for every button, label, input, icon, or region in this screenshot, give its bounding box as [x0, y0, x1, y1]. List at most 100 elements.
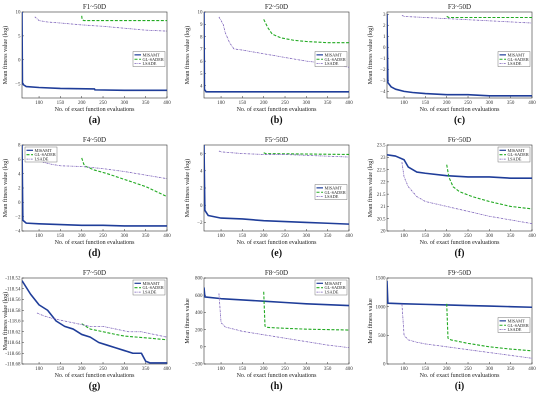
y-tick-label: 6 — [200, 60, 203, 65]
y-tick-label: 22 — [381, 181, 387, 186]
legend-entry: GL-SADER — [325, 190, 346, 195]
series-group — [22, 12, 167, 92]
legend-entry: MISAMT — [143, 281, 161, 286]
plot-frame — [386, 277, 533, 365]
y-tick-label: -118.64 — [5, 341, 21, 346]
x-tick-label: 350 — [142, 367, 150, 372]
y-tick-label: -118.52 — [5, 277, 21, 282]
y-tick-label: 0 — [383, 363, 386, 368]
x-tick-label: 250 — [99, 234, 107, 239]
x-tick-label: 150 — [239, 101, 247, 106]
legend-entry: LSADE — [508, 327, 522, 332]
series-group — [22, 145, 167, 227]
legend-entry: MISAMT — [325, 185, 343, 190]
chart-title: F4~50D — [83, 136, 106, 144]
legend-entry: LSADE — [35, 157, 49, 162]
x-axis-label: No. of exact function evaluations — [420, 106, 500, 113]
y-tick-label: 8 — [18, 144, 21, 149]
y-tick-label: 6 — [200, 152, 203, 157]
plot-frame — [203, 277, 350, 365]
y-tick-label: 4 — [18, 172, 21, 177]
y-tick-label: 5 — [200, 72, 203, 77]
panel-label: (g) — [89, 381, 101, 392]
x-tick-label: 400 — [528, 234, 536, 239]
x-tick-label: 350 — [507, 234, 515, 239]
y-tick-label: 4 — [200, 84, 203, 89]
y-tick-label: 10 — [198, 11, 204, 16]
x-tick-label: 250 — [281, 367, 289, 372]
series-line-misamt — [204, 145, 349, 225]
x-tick-label: 200 — [78, 234, 86, 239]
y-axis-label: Mean fitness value (log) — [367, 26, 374, 84]
y-tick-label: 0 — [18, 58, 21, 63]
legend-entry: LSADE — [143, 61, 157, 66]
y-tick-label: 7 — [200, 48, 203, 53]
panel-label: (f) — [455, 248, 465, 259]
chart-title: F6~50D — [448, 136, 471, 144]
y-tick-label: 2 — [200, 187, 203, 192]
x-tick-label: 350 — [507, 101, 515, 106]
y-axis-label: Mean fitness value — [184, 298, 191, 344]
x-tick-label: 300 — [486, 234, 494, 239]
y-tick-label: −5 — [15, 82, 21, 87]
y-axis-label: Mean fitness value (log) — [2, 292, 9, 350]
legend-entry: GL-SADER — [325, 57, 346, 62]
series-line-lsade — [401, 162, 532, 225]
x-tick-label: 400 — [345, 234, 353, 239]
panel-label: (c) — [454, 115, 465, 126]
chart-panel: F6~50D 100 150 200 250 300 350 400 20 20.5 21 21.5 2… — [367, 136, 536, 259]
legend-entry: MISAMT — [35, 148, 53, 153]
y-tick-label: 500 — [378, 334, 386, 339]
panel-label: (a) — [89, 115, 101, 126]
y-tick-label: 23.5 — [377, 144, 386, 149]
y-tick-label: −1 — [380, 57, 386, 62]
x-tick-label: 200 — [260, 367, 268, 372]
x-tick-label: 400 — [345, 101, 353, 106]
x-tick-label: 100 — [400, 234, 408, 239]
y-tick-label: -118.68 — [5, 363, 21, 368]
x-tick-label: 300 — [121, 367, 129, 372]
series-group — [387, 280, 532, 359]
y-tick-label: 8 — [200, 35, 203, 40]
x-tick-label: 350 — [324, 367, 332, 372]
x-tick-label: 150 — [422, 234, 430, 239]
x-tick-label: 350 — [142, 101, 150, 106]
chart-title: F8~50D — [265, 269, 288, 277]
y-tick-label: 20.5 — [377, 217, 386, 222]
y-tick-label: −4 — [380, 90, 386, 95]
series-group — [22, 280, 167, 364]
chart-panel: F4~50D 100 150 200 250 300 350 400 −4 −2 0 2 4 6 8 No. … — [2, 136, 171, 259]
y-tick-label: 21 — [381, 205, 387, 210]
x-tick-label: 100 — [217, 101, 225, 106]
series-line-gl-sader — [263, 19, 349, 44]
chart-panel: F3~50D 100 150 200 250 300 350 400 −4 −3 −2 −1 0 1 2 3 N… — [367, 3, 536, 126]
x-axis-label: No. of exact function evaluations — [420, 372, 500, 379]
x-tick-label: 100 — [400, 101, 408, 106]
x-tick-label: 250 — [464, 367, 472, 372]
series-line-lsade — [34, 16, 167, 32]
series-line-gl-sader — [81, 157, 167, 198]
x-tick-label: 200 — [443, 101, 451, 106]
x-tick-label: 100 — [35, 367, 43, 372]
series-line-gl-sader — [263, 291, 349, 331]
x-tick-label: 100 — [35, 101, 43, 106]
legend-entry: LSADE — [508, 157, 522, 162]
y-tick-label: 2 — [18, 187, 21, 192]
y-tick-label: −2 — [197, 221, 203, 226]
legend-entry: LSADE — [325, 290, 339, 295]
legend-entry: MISAMT — [508, 318, 526, 323]
series-line-lsade — [36, 150, 167, 180]
x-tick-label: 300 — [486, 367, 494, 372]
y-tick-label: 6 — [18, 158, 21, 163]
x-axis-label: No. of exact function evaluations — [55, 372, 135, 379]
y-tick-label: 23 — [381, 156, 387, 161]
x-axis-label: No. of exact function evaluations — [237, 239, 317, 246]
x-tick-label: 200 — [78, 101, 86, 106]
chart-title: F1~50D — [83, 3, 106, 11]
x-tick-label: 350 — [142, 234, 150, 239]
